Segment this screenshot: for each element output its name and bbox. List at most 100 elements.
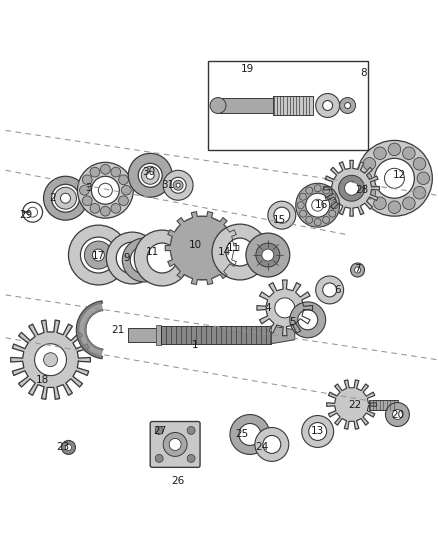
Circle shape — [297, 201, 304, 209]
Circle shape — [80, 185, 89, 195]
Circle shape — [141, 166, 159, 184]
Circle shape — [169, 439, 181, 450]
Text: 10: 10 — [188, 240, 201, 250]
Bar — [208, 61, 367, 150]
Text: 8: 8 — [360, 68, 367, 78]
Text: 17: 17 — [92, 251, 105, 261]
Text: 14: 14 — [217, 247, 231, 257]
Circle shape — [43, 353, 57, 367]
Circle shape — [329, 210, 336, 217]
Bar — [218, 98, 273, 114]
Text: 21: 21 — [112, 325, 125, 335]
Bar — [156, 325, 161, 345]
Circle shape — [274, 207, 290, 223]
Bar — [128, 328, 158, 342]
Circle shape — [66, 445, 71, 450]
Text: 12: 12 — [393, 170, 406, 180]
Circle shape — [363, 187, 376, 199]
Text: 2: 2 — [49, 193, 56, 203]
Circle shape — [345, 181, 359, 195]
Circle shape — [302, 416, 334, 447]
Circle shape — [314, 219, 321, 225]
Circle shape — [290, 302, 326, 338]
Bar — [273, 95, 313, 116]
Text: 20: 20 — [391, 409, 404, 419]
Circle shape — [385, 168, 404, 188]
Circle shape — [357, 140, 432, 216]
Text: 9: 9 — [123, 253, 130, 263]
Bar — [368, 400, 399, 409]
Circle shape — [300, 193, 307, 200]
Circle shape — [130, 246, 158, 274]
Circle shape — [78, 163, 133, 218]
Text: 15: 15 — [273, 215, 286, 225]
Polygon shape — [165, 212, 239, 285]
Circle shape — [190, 236, 214, 260]
Circle shape — [275, 298, 295, 318]
Circle shape — [256, 243, 280, 267]
Circle shape — [323, 187, 330, 194]
Circle shape — [147, 243, 177, 273]
Circle shape — [306, 187, 313, 194]
Circle shape — [323, 283, 337, 297]
Circle shape — [339, 98, 356, 114]
Circle shape — [68, 225, 128, 285]
Text: 16: 16 — [315, 200, 328, 210]
Text: 18: 18 — [36, 375, 49, 385]
Circle shape — [82, 175, 92, 184]
Circle shape — [413, 158, 426, 170]
Circle shape — [413, 187, 426, 199]
Circle shape — [122, 238, 166, 282]
Circle shape — [323, 101, 332, 110]
Text: 25: 25 — [235, 430, 248, 440]
Circle shape — [170, 177, 186, 193]
Text: 4: 4 — [265, 303, 271, 313]
Text: 5: 5 — [290, 317, 296, 327]
Circle shape — [314, 185, 321, 192]
Polygon shape — [271, 326, 295, 344]
Circle shape — [92, 249, 104, 261]
Circle shape — [403, 147, 415, 159]
Circle shape — [246, 233, 290, 277]
Polygon shape — [11, 320, 90, 399]
Bar — [161, 326, 271, 344]
Circle shape — [331, 201, 338, 209]
Circle shape — [417, 172, 430, 184]
Circle shape — [388, 143, 401, 156]
Text: 24: 24 — [255, 442, 268, 453]
Circle shape — [239, 424, 261, 446]
Circle shape — [403, 197, 415, 209]
Circle shape — [146, 171, 154, 179]
Circle shape — [187, 426, 195, 434]
Circle shape — [312, 199, 324, 211]
Circle shape — [176, 183, 180, 187]
Circle shape — [210, 98, 226, 114]
Circle shape — [111, 204, 121, 213]
Circle shape — [306, 193, 330, 217]
Circle shape — [43, 176, 88, 220]
Text: 29: 29 — [19, 210, 32, 220]
Circle shape — [316, 94, 339, 117]
Circle shape — [263, 435, 281, 454]
Text: 22: 22 — [348, 400, 361, 409]
Circle shape — [138, 163, 162, 187]
Polygon shape — [324, 160, 379, 216]
Circle shape — [99, 183, 112, 197]
Circle shape — [329, 193, 336, 200]
Circle shape — [155, 426, 163, 434]
Circle shape — [81, 237, 117, 273]
Circle shape — [90, 204, 100, 213]
Circle shape — [92, 176, 119, 204]
Text: 26: 26 — [172, 477, 185, 486]
Text: 3: 3 — [85, 183, 92, 193]
Circle shape — [262, 249, 274, 261]
Text: 31: 31 — [162, 180, 175, 190]
Circle shape — [350, 263, 364, 277]
Circle shape — [323, 216, 330, 223]
Circle shape — [35, 344, 67, 376]
Circle shape — [100, 164, 110, 174]
Circle shape — [119, 175, 128, 184]
Circle shape — [300, 210, 307, 217]
Circle shape — [170, 216, 234, 280]
Circle shape — [355, 267, 360, 273]
